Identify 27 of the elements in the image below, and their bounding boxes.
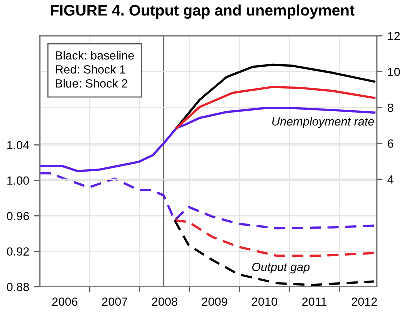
line-series: [176, 64, 376, 130]
y2-tick-label: 8: [388, 104, 394, 112]
annotation: Unemployment rate: [272, 117, 374, 128]
y-tick-label: 0.96: [7, 212, 30, 220]
x-tick-label: 2011: [302, 298, 327, 306]
y-tick-label: 0.92: [7, 248, 30, 256]
x-tick-label: 2012: [352, 298, 378, 306]
annotation: Black: baseline Red: Shock 1 Blue: Shock 2: [56, 51, 134, 88]
line-series: [176, 86, 376, 130]
y2-tick-label: 12: [388, 32, 400, 40]
line-series: [40, 172, 376, 230]
y-tick-label: 1.04: [8, 141, 30, 150]
line-series: [40, 107, 376, 173]
x-tick-label: 2008: [152, 298, 178, 306]
x-tick-label: 2009: [202, 298, 228, 306]
y2-tick-label: 6: [388, 140, 394, 148]
y-tick-label: 0.88: [7, 283, 30, 292]
y2-tick-label: 4: [388, 176, 394, 184]
y2-tick-label: 10: [388, 68, 400, 76]
line-series: [174, 219, 376, 286]
line-series: [174, 219, 376, 258]
x-tick-label: 2007: [102, 298, 128, 306]
y-tick-label: 1.00: [8, 176, 30, 186]
chart-title: FIGURE 4. Output gap and unemployment: [51, 4, 355, 20]
x-tick-label: 2006: [52, 298, 78, 306]
annotation: Output gap: [252, 262, 310, 274]
x-tick-label: 2010: [252, 298, 278, 306]
